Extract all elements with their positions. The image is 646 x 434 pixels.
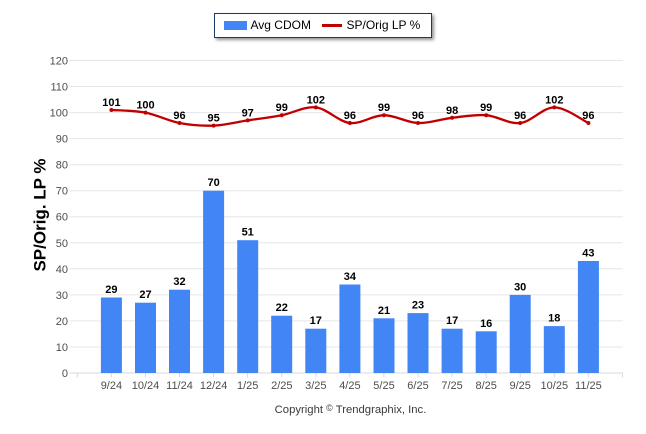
svg-text:102: 102: [307, 94, 325, 106]
svg-text:23: 23: [412, 300, 424, 312]
svg-text:80: 80: [56, 160, 68, 172]
svg-text:11/25: 11/25: [575, 380, 602, 392]
svg-text:17: 17: [446, 315, 458, 327]
svg-text:29: 29: [105, 284, 117, 296]
svg-text:16: 16: [480, 318, 492, 330]
svg-text:34: 34: [344, 271, 357, 283]
svg-text:99: 99: [378, 102, 390, 114]
svg-text:22: 22: [276, 302, 288, 314]
svg-text:40: 40: [56, 264, 68, 276]
svg-text:9/25: 9/25: [509, 380, 530, 392]
svg-text:7/25: 7/25: [441, 380, 462, 392]
svg-text:11/24: 11/24: [166, 380, 193, 392]
svg-text:Copyright © Trendgraphix, Inc.: Copyright © Trendgraphix, Inc.: [275, 403, 427, 416]
svg-text:96: 96: [582, 110, 594, 122]
svg-text:4/25: 4/25: [339, 380, 360, 392]
svg-text:96: 96: [344, 110, 356, 122]
svg-text:96: 96: [412, 110, 424, 122]
svg-text:17: 17: [310, 315, 322, 327]
svg-text:50: 50: [56, 238, 68, 250]
svg-text:2/25: 2/25: [271, 380, 292, 392]
svg-text:99: 99: [480, 102, 492, 114]
svg-text:20: 20: [56, 316, 68, 328]
svg-text:70: 70: [207, 177, 219, 189]
svg-text:110: 110: [50, 82, 68, 94]
svg-text:27: 27: [139, 289, 151, 301]
svg-text:10: 10: [56, 342, 68, 354]
svg-text:5/25: 5/25: [373, 380, 394, 392]
svg-text:90: 90: [56, 134, 68, 146]
svg-text:96: 96: [173, 110, 185, 122]
svg-text:21: 21: [378, 305, 390, 317]
svg-text:120: 120: [50, 56, 68, 68]
svg-text:99: 99: [276, 102, 288, 114]
svg-text:SP/Orig. LP %: SP/Orig. LP %: [31, 158, 50, 271]
svg-text:10/25: 10/25: [541, 380, 569, 392]
svg-text:12/24: 12/24: [200, 380, 228, 392]
svg-text:18: 18: [548, 313, 560, 325]
svg-text:70: 70: [56, 186, 68, 198]
svg-text:9/24: 9/24: [101, 380, 122, 392]
svg-text:30: 30: [514, 281, 526, 293]
svg-text:97: 97: [242, 107, 254, 119]
svg-text:10/24: 10/24: [132, 380, 160, 392]
svg-text:0: 0: [62, 368, 68, 380]
svg-text:3/25: 3/25: [305, 380, 326, 392]
svg-text:43: 43: [582, 248, 594, 260]
svg-text:98: 98: [446, 105, 458, 117]
svg-text:60: 60: [56, 212, 68, 224]
svg-text:96: 96: [514, 110, 526, 122]
svg-text:95: 95: [207, 113, 219, 125]
svg-text:100: 100: [136, 100, 154, 112]
svg-text:102: 102: [545, 94, 563, 106]
svg-text:8/25: 8/25: [475, 380, 496, 392]
svg-text:1/25: 1/25: [237, 380, 258, 392]
svg-text:101: 101: [102, 97, 120, 109]
svg-text:32: 32: [173, 276, 185, 288]
svg-text:100: 100: [50, 108, 68, 120]
svg-text:6/25: 6/25: [407, 380, 428, 392]
svg-text:51: 51: [242, 227, 254, 239]
svg-text:30: 30: [56, 290, 68, 302]
